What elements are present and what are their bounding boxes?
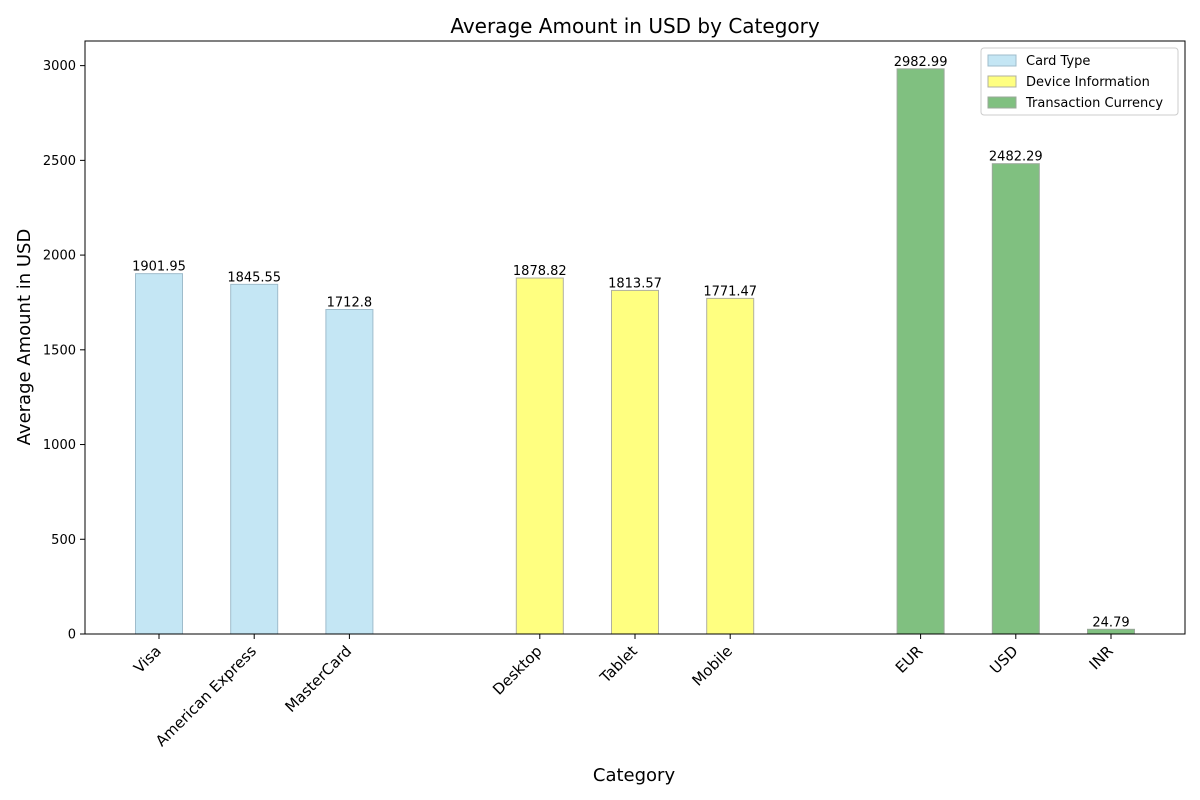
plot-frame [84,40,1186,635]
y-axis: 0 500 1000 1500 2000 2500 3000 [43,59,85,643]
x-tick-label: American Express [152,642,260,750]
x-tick-label: USD [986,642,1021,677]
y-tick-label: 2500 [43,154,76,169]
x-tick-label: INR [1086,642,1117,673]
legend-swatch [987,96,1017,109]
legend-entry-label: Card Type [1026,54,1090,69]
chart-title: Average Amount in USD by Category [450,14,820,38]
x-tick-label: Mobile [688,642,736,690]
bar-value-label: 24.79 [1092,615,1129,630]
y-tick-label: 0 [68,628,76,643]
y-tick-label: 3000 [43,59,76,74]
bar [896,68,945,635]
bar-value-label: 1712.8 [327,295,373,310]
x-axis-label: Category [593,765,676,786]
bar [611,289,659,635]
legend-swatch [987,54,1017,67]
bar-value-label: 1901.95 [132,260,186,275]
bar-value-label: 2982.99 [894,55,948,70]
bar [135,273,183,635]
x-tick-label: Desktop [489,642,545,698]
legend-box [980,47,1179,116]
x-tick-label: Tablet [596,642,641,687]
bar [325,308,374,635]
bar [706,297,755,635]
bar-value-label: 1878.82 [513,264,567,279]
bar [515,277,564,635]
x-tick-label: Visa [130,642,165,677]
bar-value-label: 1813.57 [608,276,662,291]
y-tick-label: 1000 [43,438,76,453]
bars-layer: 1901.95 1845.55 1712.8 1878.82 1813.57 1771.4… [132,55,1135,635]
bar [991,163,1040,635]
bar-value-label: 1845.55 [227,270,281,285]
y-tick-label: 1500 [43,343,76,358]
legend-entry-label: Transaction Currency [1025,96,1163,111]
legend: Card Type Device Information Transaction C… [980,47,1179,116]
y-axis-label: Average Amount in USD [14,229,35,446]
legend-swatch [987,75,1017,88]
bar-value-label: 2482.29 [989,150,1043,165]
legend-entry-label: Device Information [1026,75,1150,90]
y-tick-label: 500 [51,533,76,548]
bar [230,283,279,635]
y-tick-label: 2000 [43,249,76,264]
bar-value-label: 1771.47 [703,284,757,299]
x-tick-label: MasterCard [281,642,355,716]
x-tick-label: EUR [892,642,927,677]
